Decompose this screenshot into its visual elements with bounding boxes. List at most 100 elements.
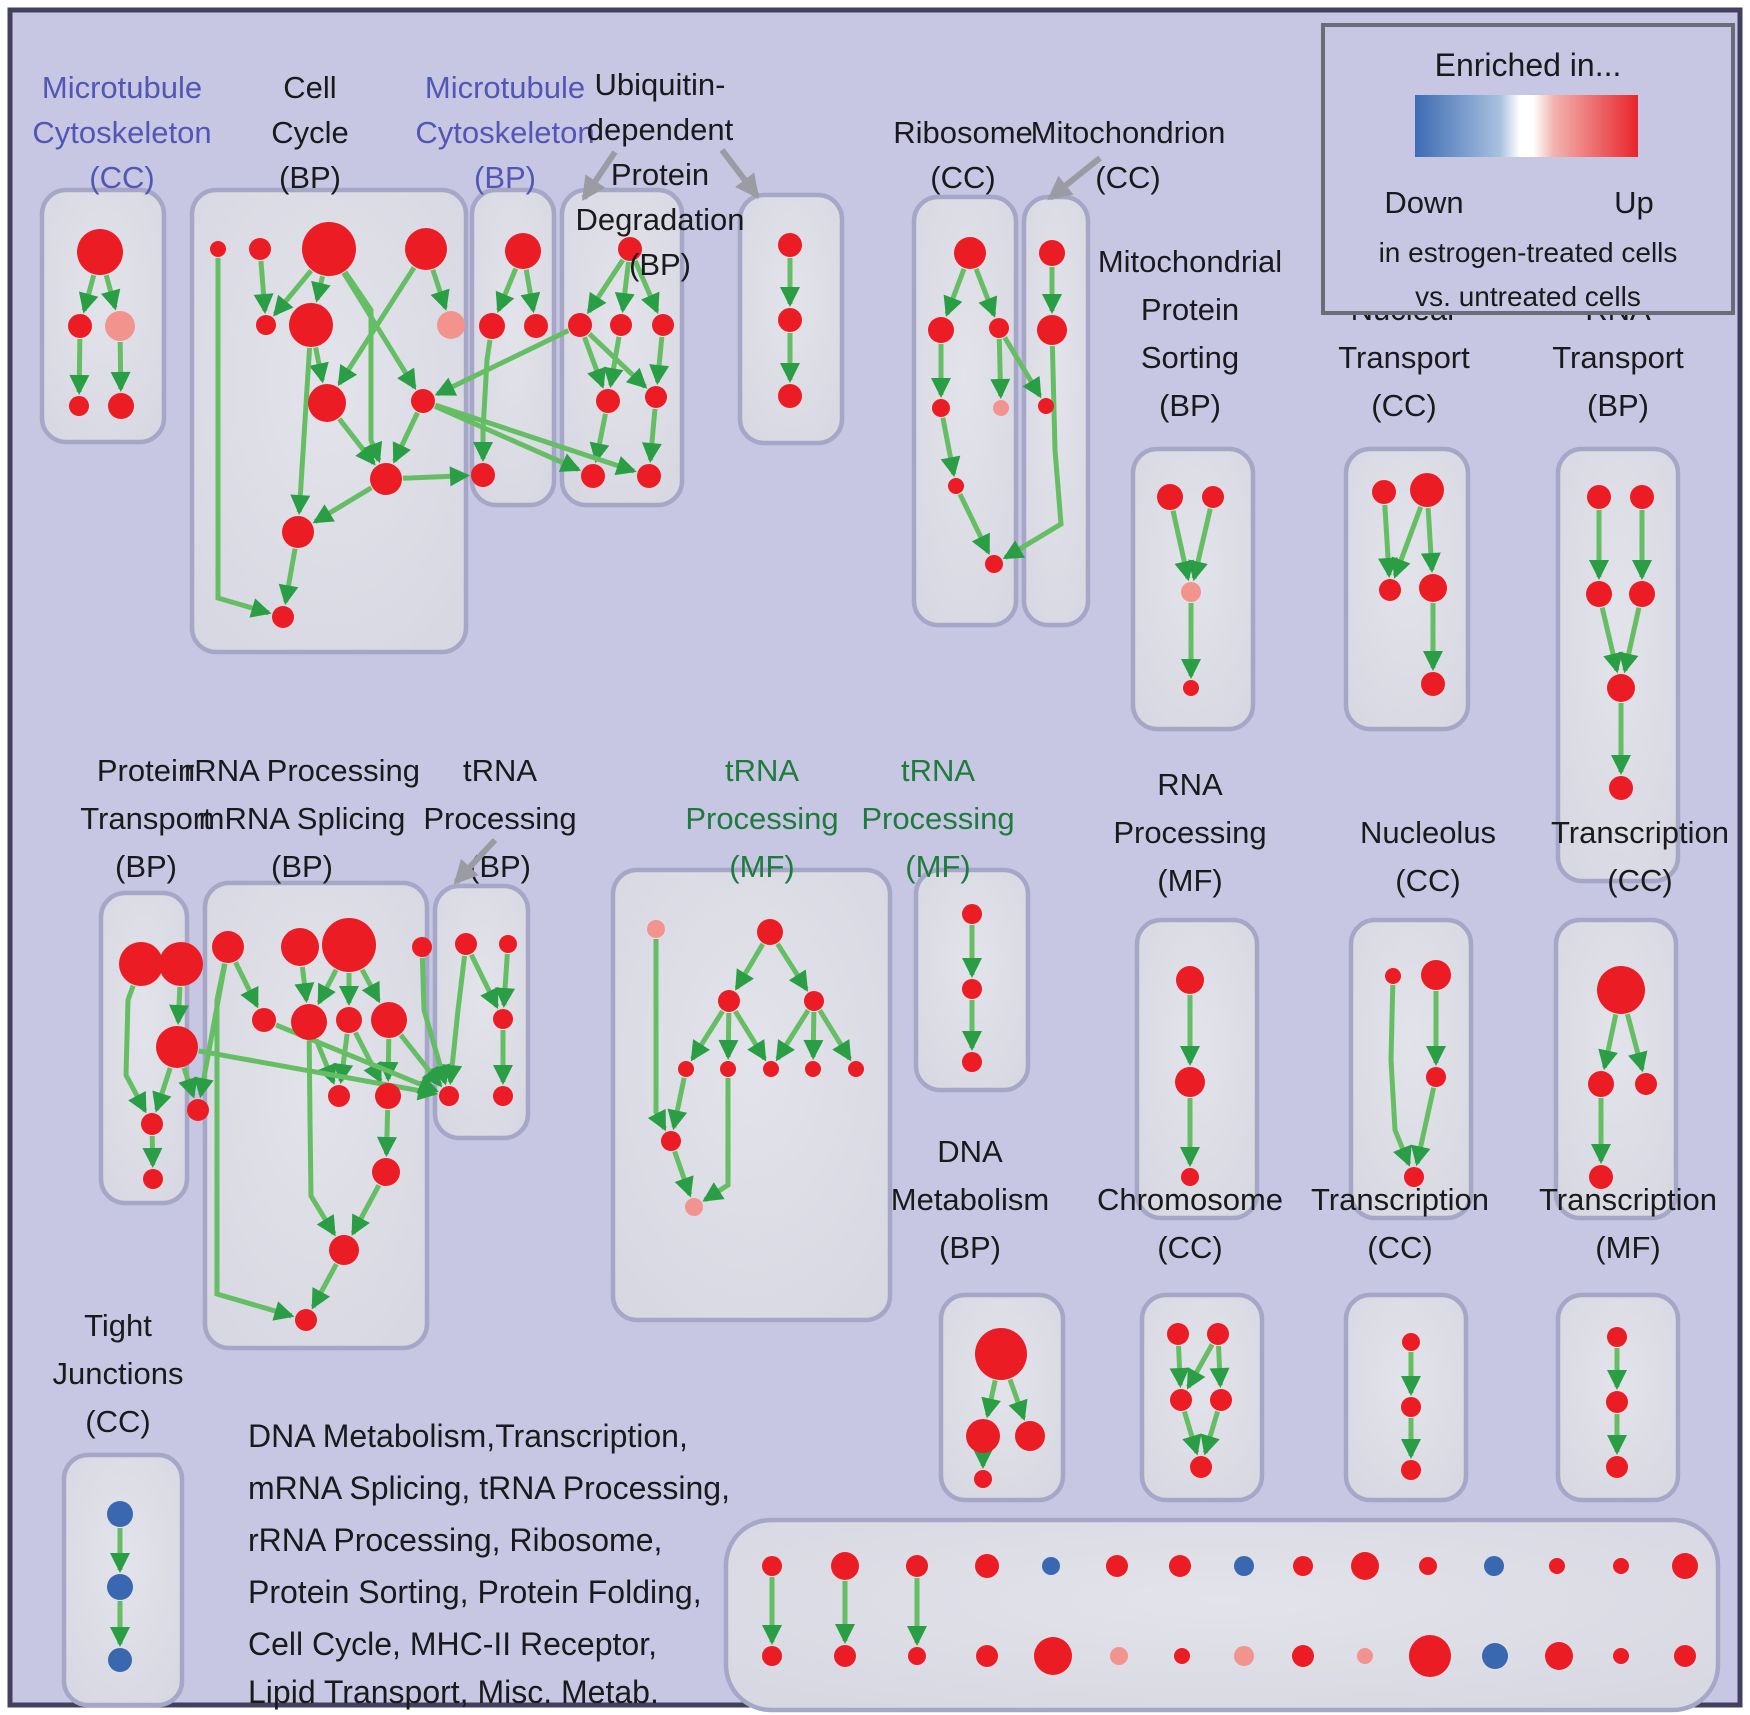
node-misc-b3 <box>908 1647 926 1665</box>
edge-ubiquitin-box1 <box>586 258 625 315</box>
edge-ubiquitin-box1 <box>649 336 670 386</box>
edge-ribosome-cc <box>957 492 991 556</box>
node-rna-processing-mf-c1 <box>1176 966 1204 994</box>
edge-trna-bp <box>469 953 500 1010</box>
edge-trna-mf-1 <box>718 1012 739 1061</box>
edge-rrna <box>359 968 381 1004</box>
node-transcription-cc-1-b <box>1589 1165 1613 1189</box>
annotation-line-4: Protein Sorting, Protein Folding, <box>248 1574 702 1610</box>
legend-subtitle-2: vs. untreated cells <box>1415 281 1641 312</box>
node-trna-mf-1-pb <box>685 1198 703 1216</box>
node-microtubule-bp-b <box>471 463 495 487</box>
edge-transcription-cc-1 <box>1598 1013 1619 1071</box>
edge-microtubule-cc <box>78 274 99 314</box>
node-nucleolus-tl <box>1385 968 1401 984</box>
node-chromosome-tl <box>1167 1323 1189 1345</box>
node-rna-transport-tr <box>1630 485 1654 509</box>
node-ubiquitin-box1-l1 <box>596 389 620 413</box>
edge-ribosome-cc <box>990 338 1011 400</box>
node-misc-t1 <box>762 1556 782 1576</box>
edge-chromosome <box>1186 1343 1215 1390</box>
node-trna-mf-1-b5 <box>848 1061 864 1077</box>
edge-rrna <box>333 1033 354 1085</box>
edge-trna-mf-1 <box>667 1077 688 1131</box>
cluster-label-dna-metabolism: DNA Metabolism (BP) <box>891 1134 1050 1265</box>
node-transcription-cc-1-mr <box>1635 1073 1657 1095</box>
node-misc-t5 <box>1042 1557 1060 1575</box>
node-nuclear-transport-b <box>1421 672 1445 696</box>
node-rrna-m0 <box>252 1008 276 1032</box>
cluster-box-chromosome <box>1139 1292 1265 1503</box>
cluster-box-transcription-cc-1 <box>1553 917 1679 1221</box>
node-microtubule-cc-mr <box>105 311 135 341</box>
edge-ribosome-cc <box>973 267 998 318</box>
edge-chromosome <box>1200 1410 1220 1456</box>
node-rrna-b <box>295 1309 317 1331</box>
node-cell-cycle-n10 <box>370 463 402 495</box>
node-misc-b7 <box>1174 1648 1190 1664</box>
node-misc-t7 <box>1169 1555 1191 1577</box>
node-nuclear-transport-tr <box>1410 473 1444 507</box>
node-rrna-dp <box>372 1158 400 1186</box>
node-rna-processing-mf-c3 <box>1181 1168 1199 1186</box>
node-misc-b8 <box>1234 1646 1254 1666</box>
edge-ribosome-cc <box>943 268 967 317</box>
node-misc-b4 <box>976 1645 998 1667</box>
cluster-box-transcription-cc-2 <box>1343 1292 1469 1503</box>
node-misc-b12 <box>1482 1643 1508 1669</box>
node-microtubule-cc-ml <box>68 314 92 338</box>
edge-trna-mf-1 <box>672 1150 694 1198</box>
legend-box <box>1321 23 1735 315</box>
node-trna-mf-1-pk <box>647 920 665 938</box>
node-trna-bp-tr <box>499 935 517 953</box>
node-trna-bp-tl <box>455 933 477 955</box>
annotation-line-2: mRNA Splicing, tRNA Processing, <box>248 1470 730 1506</box>
node-trna-mf-1-mr <box>804 991 824 1011</box>
edge-cell-cycle <box>215 258 272 618</box>
node-ribosome-cc-mr <box>989 318 1009 338</box>
node-tight-junctions-c1 <box>107 1501 133 1527</box>
node-cell-cycle-n3 <box>302 222 356 276</box>
edge-cross <box>433 403 582 472</box>
node-misc-t14 <box>1613 1558 1629 1574</box>
cluster-label-rna-processing-mf: RNA Processing (MF) <box>1113 767 1266 898</box>
edge-microtubule-cc <box>100 274 121 311</box>
node-misc-b11 <box>1409 1635 1451 1677</box>
node-trna-bp-bl <box>439 1086 459 1106</box>
edge-microtubule-bp <box>520 269 541 314</box>
node-trna-mf-1-lo <box>661 1131 681 1151</box>
node-misc-t6 <box>1106 1555 1128 1577</box>
node-transcription-cc-1-ml <box>1588 1071 1614 1097</box>
edge-protein-transport <box>169 986 190 1026</box>
edge-cell-cycle <box>253 260 274 315</box>
node-microtubule-cc-bl <box>69 396 89 416</box>
legend-subtitle-1: in estrogen-treated cells <box>1379 237 1678 268</box>
cluster-label-protein-transport: Protein Transport (BP) <box>80 753 212 884</box>
node-ribosome-cc-ml <box>928 317 954 343</box>
edge-chromosome <box>1182 1410 1202 1456</box>
node-mito-sorting-b <box>1183 680 1199 696</box>
cluster-label-chromosome: Chromosome (CC) <box>1097 1182 1283 1265</box>
node-mito-sorting-tr <box>1202 486 1224 508</box>
cluster-label-nucleolus: Nucleolus (CC) <box>1360 815 1496 898</box>
node-nuclear-transport-ml <box>1379 579 1401 601</box>
node-misc-t12 <box>1484 1556 1504 1576</box>
cluster-box-microtubule-cc <box>39 187 167 445</box>
edge-trna-mf-1 <box>775 942 809 992</box>
edge-cell-cycle <box>312 485 373 524</box>
node-rrna-t4 <box>412 937 432 957</box>
edge-trna-mf-1 <box>803 1011 824 1061</box>
node-misc-b14 <box>1613 1648 1629 1664</box>
node-trna-mf-1-b1 <box>678 1061 694 1077</box>
node-mitochondrion-cc-lo <box>1038 398 1054 414</box>
node-ribosome-cc-t <box>954 237 986 269</box>
edge-cell-cycle <box>309 347 329 384</box>
edge-trna-bp <box>495 953 516 1009</box>
annotation-line-1: DNA Metabolism,Transcription, <box>248 1418 688 1454</box>
edge-microtubule-bp <box>495 267 519 314</box>
edge-microtubule-bp <box>473 339 493 462</box>
edge-cell-cycle <box>430 269 450 311</box>
node-mito-sorting-mid <box>1181 582 1201 602</box>
node-tight-junctions-c3 <box>108 1648 132 1672</box>
